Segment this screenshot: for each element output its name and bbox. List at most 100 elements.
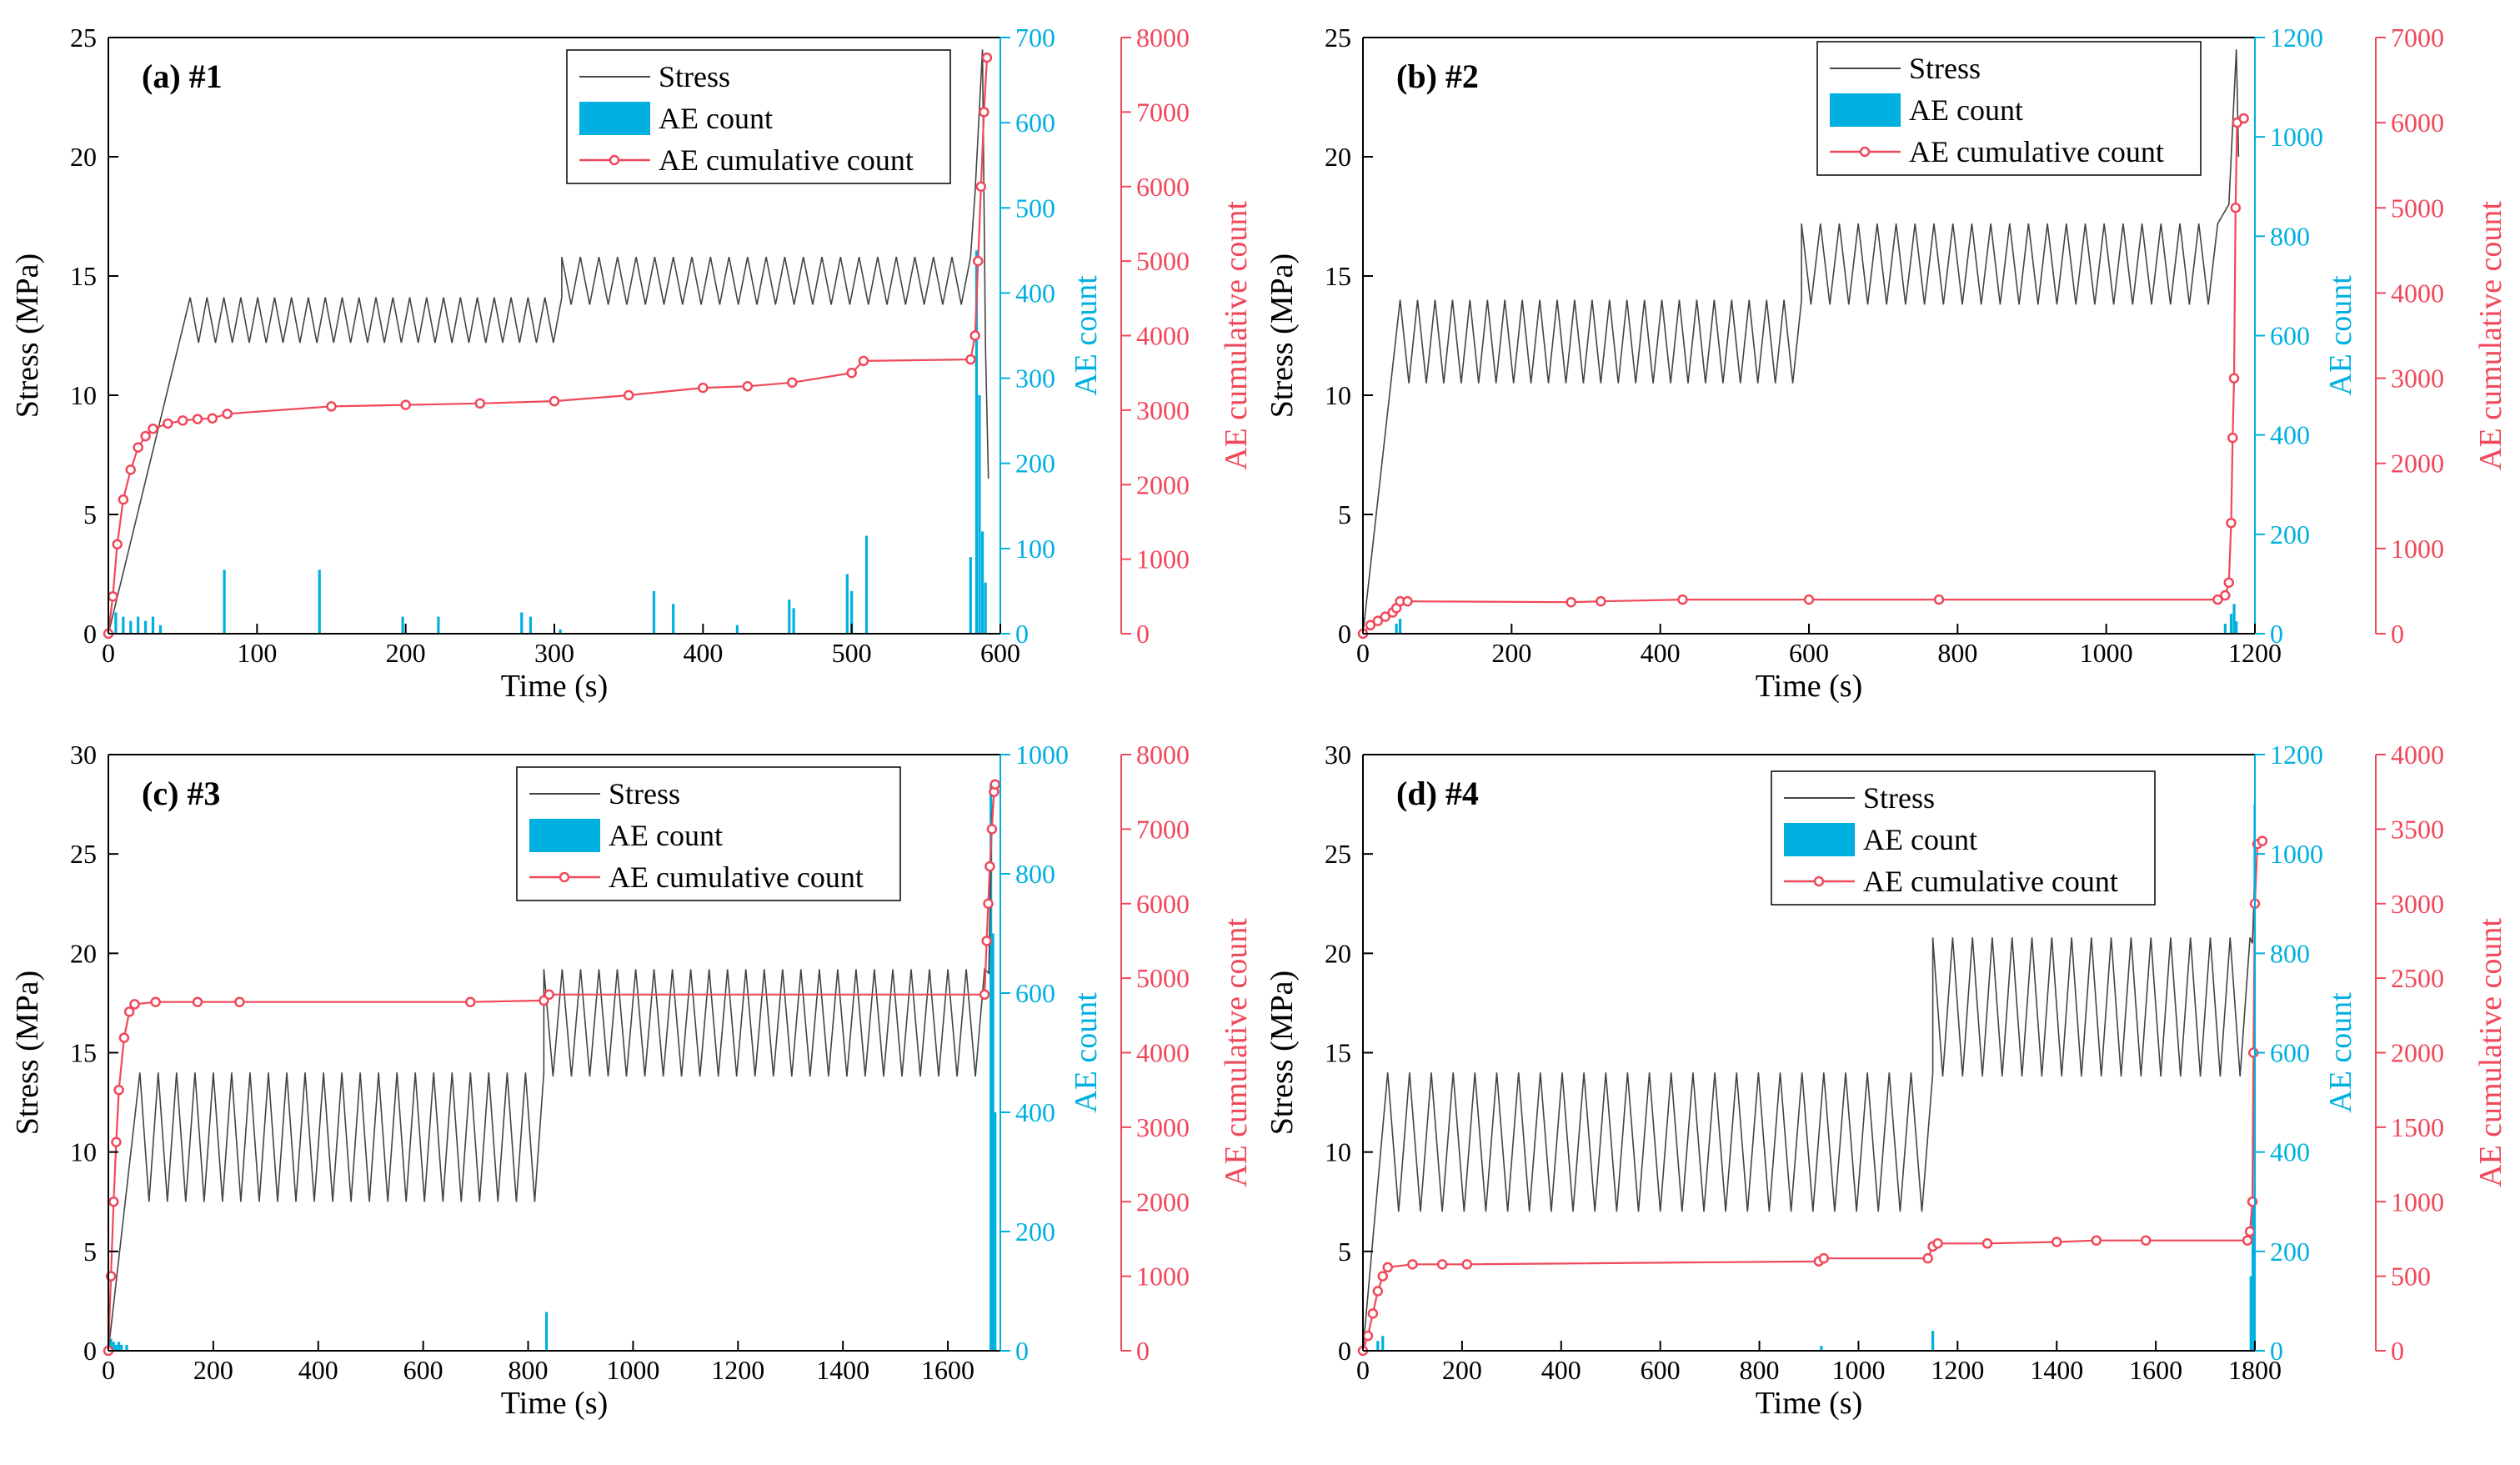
ae-count-tick-label: 200 xyxy=(1015,449,1055,479)
ae-cumulative-point xyxy=(973,255,984,267)
ae-cumulative-point xyxy=(2051,1237,2062,1247)
x-tick-label: 0 xyxy=(1356,638,1370,668)
stress-tick-label: 10 xyxy=(1325,1137,1351,1167)
ae-cumulative-tick-label: 1000 xyxy=(1136,544,1190,574)
ae-count-tick-label: 600 xyxy=(1015,978,1055,1008)
ae-count-tick-label: 700 xyxy=(1015,23,1055,53)
ae-cumulative-point xyxy=(2091,1235,2102,1246)
ae-cumulative-point xyxy=(465,996,476,1007)
ae-count-bar xyxy=(974,250,979,634)
ae-count-bar xyxy=(2249,1276,2252,1351)
ae-count-tick-label: 0 xyxy=(2270,619,2283,649)
stress-axis-title: Stress (MPa) xyxy=(1265,971,1300,1135)
ae-cumulative-point xyxy=(2227,432,2238,444)
ae-cumulative-point xyxy=(2212,594,2223,605)
ae-count-series xyxy=(109,784,997,1351)
x-tick-label: 800 xyxy=(1937,638,1977,668)
x-tick-label: 600 xyxy=(980,638,1020,668)
ae-cumulative-tick-label: 7000 xyxy=(1136,97,1190,127)
x-tick-label: 0 xyxy=(1356,1355,1370,1385)
ae-count-tick-label: 400 xyxy=(1015,278,1055,308)
legend-ae-count-label: AE count xyxy=(1863,823,1977,856)
ae-count-bar xyxy=(1381,1336,1385,1351)
ae-count-tick-label: 400 xyxy=(1015,1097,1055,1127)
legend-ae-count-label: AE count xyxy=(659,102,773,135)
ae-cumulative-tick-label: 1000 xyxy=(2391,1187,2444,1217)
ae-count-bar xyxy=(864,535,869,634)
ae-cumulative-tick-label: 500 xyxy=(2391,1262,2431,1292)
ae-cumulative-point xyxy=(1367,1308,1379,1319)
ae-cumulative-tick-label: 2000 xyxy=(1136,469,1190,499)
ae-count-tick-label: 300 xyxy=(1015,364,1055,394)
ae-cumulative-point xyxy=(108,591,118,602)
ae-count-tick-label: 1200 xyxy=(2270,740,2323,770)
ae-cumulative-point xyxy=(207,413,218,424)
ae-cumulative-point xyxy=(549,395,560,407)
ae-cumulative-point xyxy=(123,1006,135,1017)
ae-count-tick-label: 600 xyxy=(2270,321,2310,351)
ae-count-bar xyxy=(559,629,562,634)
x-tick-label: 1000 xyxy=(2080,638,2133,668)
ae-count-bar xyxy=(143,620,148,634)
ae-count-axis-title: AE count xyxy=(1069,992,1104,1113)
stress-tick-label: 20 xyxy=(70,938,97,968)
ae-cumulative-tick-label: 2000 xyxy=(2391,1038,2444,1068)
ae-count-bar xyxy=(437,616,440,634)
ae-cumulative-point xyxy=(222,409,233,419)
stress-tick-label: 25 xyxy=(1325,839,1351,869)
legend: Stress AE count AE cumulative count xyxy=(1816,41,2202,176)
ae-count-bar xyxy=(114,1344,118,1351)
ae-count-bar xyxy=(984,582,987,634)
x-tick-label: 0 xyxy=(102,638,115,668)
panel-label: (b) #2 xyxy=(1396,58,1479,95)
ae-cumulative-point xyxy=(846,367,857,379)
ae-cumulative-tick-label: 8000 xyxy=(1136,740,1190,770)
ae-count-tick-label: 400 xyxy=(2270,1137,2310,1167)
ae-count-bar xyxy=(994,1112,997,1351)
ae-cumulative-markers xyxy=(103,779,1000,1357)
ae-count-bar xyxy=(151,616,155,634)
ae-cumulative-point xyxy=(1402,595,1413,607)
legend-ae-cumulative-marker xyxy=(559,871,570,883)
stress-tick-label: 0 xyxy=(83,1336,97,1366)
ae-count-bar xyxy=(788,600,791,634)
x-tick-label: 200 xyxy=(1442,1355,1482,1385)
panel-2: 0 200 400 600 800 1000 1200 Time (s) 0 5 10 15 20 25 S… xyxy=(1265,23,2508,704)
ae-count-bar xyxy=(991,933,994,1351)
stress-tick-label: 0 xyxy=(83,619,97,649)
x-tick-label: 400 xyxy=(683,638,723,668)
ae-count-bar xyxy=(2229,614,2233,634)
ae-count-tick-label: 100 xyxy=(1015,534,1055,564)
x-tick-label: 200 xyxy=(1491,638,1531,668)
x-tick-label: 1400 xyxy=(816,1355,869,1385)
ae-count-bar xyxy=(125,1344,128,1351)
stress-tick-label: 15 xyxy=(1325,1038,1351,1068)
ae-cumulative-point xyxy=(113,1084,124,1096)
ae-cumulative-point xyxy=(192,996,203,1007)
ae-cumulative-point xyxy=(133,442,143,453)
x-tick-label: 400 xyxy=(298,1355,338,1385)
ae-cumulative-point xyxy=(148,423,158,434)
ae-count-bar xyxy=(652,590,656,634)
ae-count-tick-label: 1000 xyxy=(1015,740,1069,770)
ae-cumulative-point xyxy=(1981,1238,1993,1249)
ae-cumulative-point xyxy=(2220,590,2231,601)
legend-stress-label: Stress xyxy=(1863,781,1935,815)
ae-cumulative-point xyxy=(1596,595,1606,607)
stress-tick-label: 30 xyxy=(1325,740,1351,770)
x-tick-label: 800 xyxy=(1740,1355,1780,1385)
ae-cumulative-point xyxy=(698,382,709,394)
ae-count-bar xyxy=(158,625,163,634)
ae-cumulative-point xyxy=(2228,373,2240,384)
x-tick-label: 600 xyxy=(403,1355,443,1385)
legend-ae-count-swatch xyxy=(1784,823,1855,856)
ae-cumulative-point xyxy=(111,1136,122,1147)
ae-cumulative-point xyxy=(981,936,992,946)
ae-count-bar xyxy=(129,620,133,634)
ae-cumulative-point xyxy=(2244,1226,2256,1237)
x-axis-title: Time (s) xyxy=(1756,1386,1862,1421)
ae-count-bar xyxy=(792,608,795,634)
ae-count-bar xyxy=(318,569,321,634)
stress-tick-label: 5 xyxy=(1338,1237,1351,1267)
